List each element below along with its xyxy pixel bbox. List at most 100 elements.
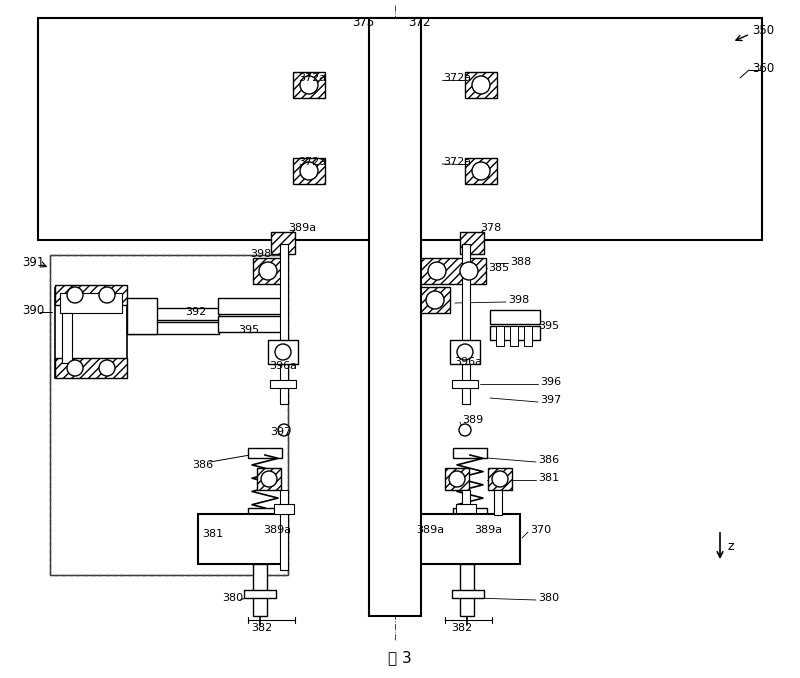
Bar xyxy=(524,326,532,346)
Bar xyxy=(253,564,267,616)
Text: 386: 386 xyxy=(538,455,559,465)
Bar xyxy=(490,310,540,324)
Circle shape xyxy=(492,471,508,487)
Text: 391: 391 xyxy=(22,256,44,268)
Circle shape xyxy=(457,344,473,360)
Circle shape xyxy=(426,291,444,309)
Circle shape xyxy=(275,344,291,360)
Bar xyxy=(453,508,487,518)
Bar xyxy=(460,564,474,616)
Text: 378: 378 xyxy=(480,223,502,233)
Circle shape xyxy=(460,262,478,280)
Bar xyxy=(257,468,281,490)
Text: 385: 385 xyxy=(488,263,509,273)
Bar xyxy=(462,490,470,570)
Text: 375: 375 xyxy=(352,16,374,28)
Bar xyxy=(420,287,450,313)
Text: 386: 386 xyxy=(192,460,213,470)
Bar xyxy=(452,590,484,598)
Bar xyxy=(62,313,72,363)
Text: 395: 395 xyxy=(238,325,259,335)
Bar xyxy=(268,340,298,364)
Bar xyxy=(280,244,288,404)
Bar xyxy=(198,514,286,564)
Text: 382: 382 xyxy=(451,623,473,633)
Bar xyxy=(510,326,518,346)
Bar xyxy=(127,308,219,320)
Text: 360: 360 xyxy=(752,62,774,75)
Bar xyxy=(452,380,478,388)
Bar xyxy=(218,316,283,332)
Bar xyxy=(271,232,295,254)
Text: 372a: 372a xyxy=(443,73,471,83)
Text: 398: 398 xyxy=(508,295,530,305)
Bar xyxy=(496,326,504,346)
Text: 389a: 389a xyxy=(263,525,291,535)
Text: 381: 381 xyxy=(538,473,559,483)
Bar xyxy=(253,258,283,284)
Bar xyxy=(127,322,219,334)
Bar xyxy=(248,448,282,458)
Circle shape xyxy=(99,360,115,376)
Text: 372: 372 xyxy=(408,16,430,28)
Text: 372a: 372a xyxy=(298,73,326,83)
Text: 389: 389 xyxy=(462,415,483,425)
Text: 370: 370 xyxy=(530,525,551,535)
Circle shape xyxy=(459,424,471,436)
Bar xyxy=(270,380,296,388)
Bar xyxy=(50,255,288,575)
Bar xyxy=(244,590,276,598)
Text: 395: 395 xyxy=(538,321,559,331)
Text: 398: 398 xyxy=(250,249,271,259)
Circle shape xyxy=(278,424,290,436)
Text: 390: 390 xyxy=(22,304,44,317)
Circle shape xyxy=(300,76,318,94)
Text: 图 3: 图 3 xyxy=(388,650,412,666)
Circle shape xyxy=(67,360,83,376)
Bar xyxy=(445,468,469,490)
Bar xyxy=(248,508,282,518)
Bar xyxy=(369,18,421,616)
Bar xyxy=(494,490,502,515)
Bar xyxy=(465,72,497,98)
Bar xyxy=(55,358,127,378)
Bar xyxy=(280,490,288,570)
Bar xyxy=(55,288,127,378)
Bar xyxy=(410,514,520,564)
Bar xyxy=(38,18,762,240)
Circle shape xyxy=(261,471,277,487)
Text: 350: 350 xyxy=(752,24,774,37)
Bar xyxy=(127,298,157,334)
Text: 397: 397 xyxy=(270,427,291,437)
Bar xyxy=(60,293,122,313)
Bar xyxy=(465,158,497,184)
Bar xyxy=(450,340,480,364)
Bar xyxy=(420,258,486,284)
Text: 389a: 389a xyxy=(474,525,502,535)
Text: 396a: 396a xyxy=(454,357,482,367)
Text: 382: 382 xyxy=(251,623,273,633)
Text: 397: 397 xyxy=(540,395,562,405)
Text: 372a: 372a xyxy=(298,157,326,167)
Text: 392: 392 xyxy=(185,307,206,317)
Circle shape xyxy=(67,287,83,303)
Bar xyxy=(460,232,484,254)
Bar xyxy=(50,255,288,575)
Text: 389a: 389a xyxy=(416,525,444,535)
Circle shape xyxy=(449,471,465,487)
Text: 388: 388 xyxy=(510,257,531,267)
Bar xyxy=(490,326,540,340)
Text: 380: 380 xyxy=(538,593,559,603)
Text: 389a: 389a xyxy=(288,223,316,233)
Circle shape xyxy=(428,262,446,280)
Circle shape xyxy=(300,162,318,180)
Text: 396: 396 xyxy=(540,377,561,387)
Text: 372a: 372a xyxy=(443,157,471,167)
Bar xyxy=(55,285,127,305)
Bar xyxy=(293,72,325,98)
Circle shape xyxy=(99,287,115,303)
Circle shape xyxy=(259,262,277,280)
Bar xyxy=(462,244,470,404)
Bar xyxy=(293,158,325,184)
Circle shape xyxy=(472,162,490,180)
